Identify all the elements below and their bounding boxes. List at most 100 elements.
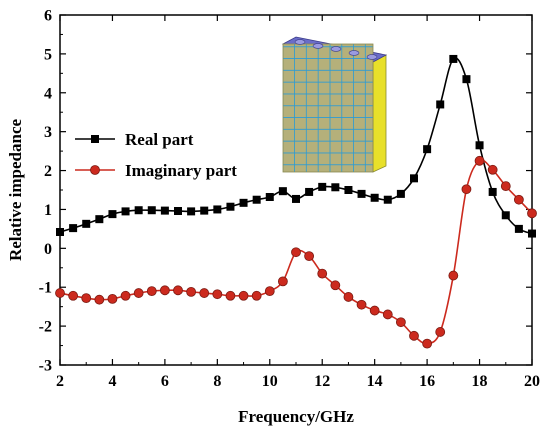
data-point-circle	[513, 194, 524, 205]
data-point-square	[488, 187, 497, 196]
y-tick-label: -3	[39, 358, 52, 375]
x-tick-label: 10	[262, 373, 278, 390]
data-point-circle	[356, 299, 367, 310]
data-point-circle	[94, 294, 105, 305]
data-point-circle	[448, 270, 459, 281]
series-layer	[55, 54, 537, 349]
x-axis: 2 4 6 8 10 12 14 16 18 20	[56, 15, 540, 390]
x-tick-label: 8	[213, 373, 221, 390]
data-point-circle	[133, 288, 144, 298]
data-point-square	[69, 224, 78, 233]
x-tick-label: 12	[314, 373, 330, 390]
data-point-circle	[146, 286, 157, 297]
x-tick-label: 18	[472, 373, 488, 390]
data-point-square	[436, 100, 445, 109]
data-point-square	[121, 207, 130, 216]
data-point-square	[95, 215, 104, 224]
data-point-square	[187, 207, 196, 216]
data-point-circle	[409, 330, 419, 341]
data-point-circle	[382, 309, 393, 320]
data-point-circle	[81, 293, 92, 304]
series-imaginary-part	[55, 155, 537, 349]
data-point-square	[174, 207, 182, 215]
y-tick-label: 5	[44, 46, 52, 63]
data-point-circle	[527, 208, 537, 219]
data-point-circle	[107, 293, 118, 304]
data-point-circle	[304, 251, 315, 262]
x-tick-label: 20	[524, 373, 540, 390]
panel-side	[372, 54, 387, 173]
data-point-circle	[238, 290, 249, 301]
data-point-square	[383, 195, 392, 204]
panel-top-bumps	[294, 39, 378, 60]
data-point-square	[514, 224, 523, 233]
y-tick-label: 0	[44, 241, 52, 258]
y-tick-label: -2	[39, 319, 52, 336]
data-point-square	[462, 75, 471, 84]
data-point-square	[200, 206, 209, 215]
data-point-circle	[395, 317, 406, 328]
data-point-square	[147, 206, 156, 215]
data-point-circle	[317, 268, 328, 279]
y-tick-label: 2	[44, 163, 52, 180]
y-tick-label: 4	[44, 85, 52, 102]
data-point-square	[213, 205, 222, 214]
data-point-circle	[277, 276, 288, 287]
data-point-circle	[251, 290, 262, 301]
legend-label-imaginary: Imaginary part	[125, 161, 237, 180]
data-point-circle	[212, 289, 223, 300]
y-axis-title: Relative impedance	[6, 118, 25, 261]
y-tick-label: -1	[39, 280, 52, 297]
x-tick-label: 6	[161, 373, 169, 390]
data-point-square	[108, 210, 117, 219]
data-point-square	[331, 183, 340, 192]
data-point-square	[423, 145, 432, 154]
data-point-circle	[461, 184, 472, 195]
data-point-square	[344, 186, 353, 194]
data-point-circle	[330, 280, 341, 291]
x-axis-title: Frequency/GHz	[238, 407, 354, 426]
y-tick-label: 3	[44, 124, 52, 141]
data-point-square	[252, 195, 261, 204]
legend: Real part Imaginary part	[75, 130, 237, 180]
data-point-circle	[225, 290, 236, 301]
data-point-square	[357, 189, 366, 198]
data-point-circle	[291, 247, 301, 258]
data-point-square	[160, 206, 169, 215]
data-point-square	[501, 211, 510, 220]
data-point-circle	[435, 327, 446, 337]
data-point-circle	[68, 290, 79, 301]
data-point-circle	[343, 292, 354, 302]
panel-face	[282, 43, 374, 173]
data-point-circle	[159, 285, 170, 296]
legend-item-imaginary: Imaginary part	[75, 161, 237, 180]
legend-label-real: Real part	[125, 130, 194, 149]
data-point-circle	[120, 290, 131, 301]
series-real-part	[56, 54, 536, 238]
metamaterial-panel-illustration	[281, 36, 388, 173]
data-point-square	[56, 228, 64, 236]
data-point-circle	[487, 164, 498, 175]
data-point-circle	[422, 338, 433, 349]
x-tick-label: 4	[108, 373, 116, 390]
data-point-circle	[199, 288, 210, 298]
data-point-square	[396, 189, 405, 198]
data-point-circle	[173, 285, 183, 296]
data-point-square	[265, 193, 274, 201]
data-point-circle	[474, 155, 485, 166]
x-tick-label: 2	[56, 373, 64, 390]
x-tick-label: 16	[419, 373, 435, 390]
data-point-circle	[500, 181, 511, 192]
data-point-square	[305, 187, 314, 196]
data-point-square	[292, 194, 300, 203]
y-tick-label: 6	[44, 8, 52, 25]
data-point-circle	[186, 286, 197, 297]
legend-marker-real	[91, 135, 99, 143]
legend-item-real: Real part	[75, 130, 194, 149]
data-point-square	[449, 54, 458, 63]
data-point-square	[370, 193, 379, 202]
x-tick-label: 14	[367, 373, 383, 390]
data-point-square	[410, 174, 418, 183]
data-point-circle	[264, 286, 275, 297]
